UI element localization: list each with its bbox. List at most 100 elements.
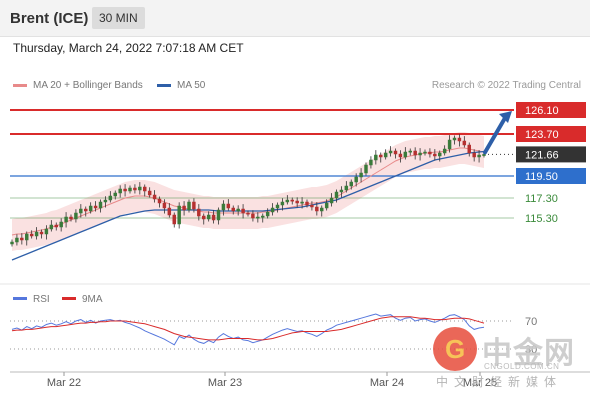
candle-body	[285, 199, 290, 203]
candle-body	[123, 188, 127, 192]
chart-datetime: Thursday, March 24, 2022 7:07:18 AM CET	[13, 41, 244, 55]
candle-body	[320, 207, 324, 212]
level-tag-bg-123.70	[516, 126, 586, 142]
forecast-arrow-head	[499, 111, 512, 123]
candle-body	[270, 207, 275, 213]
candle	[206, 211, 211, 222]
instrument-title: Brent (ICE)	[10, 10, 89, 27]
candle	[39, 229, 44, 239]
candle-body	[295, 200, 299, 204]
candle-body	[398, 153, 403, 158]
candle	[403, 147, 408, 160]
timeframe-badge[interactable]: 30 MIN	[92, 7, 145, 29]
legend-ma50[interactable]: MA 50	[157, 80, 205, 91]
candle-body	[206, 214, 211, 220]
candle	[310, 201, 314, 211]
candle	[295, 197, 299, 208]
candle	[15, 234, 19, 246]
candle	[187, 199, 191, 213]
candle	[438, 150, 442, 162]
bollinger-band	[12, 132, 484, 251]
candle-body	[103, 199, 108, 203]
candle-body	[236, 208, 240, 212]
candle	[261, 213, 265, 223]
candle	[20, 233, 24, 245]
rsi-ma-line	[11, 316, 485, 341]
x-tick-label: Mar 23	[208, 377, 242, 389]
candle-body	[251, 213, 255, 219]
candle-body	[172, 214, 176, 225]
candle	[197, 204, 201, 221]
candle	[211, 210, 216, 224]
candle-body	[334, 191, 339, 199]
watermark-subtitle: 中文财经新媒体	[436, 375, 563, 389]
candle-body	[477, 154, 481, 158]
candle-body	[442, 148, 447, 154]
candle-body	[369, 159, 373, 166]
candle	[88, 202, 93, 214]
candle	[162, 199, 167, 214]
candle-body	[84, 208, 88, 212]
candle	[300, 197, 304, 209]
candle-body	[182, 205, 186, 211]
candle-body	[39, 231, 44, 235]
candle	[418, 148, 422, 161]
candle-body	[10, 241, 14, 245]
candle-body	[147, 190, 152, 196]
candle	[393, 148, 398, 159]
candle	[226, 199, 231, 211]
candle-body	[433, 153, 437, 157]
candle	[138, 182, 142, 195]
candle-body	[25, 233, 29, 241]
candle	[84, 206, 88, 217]
candle	[74, 209, 78, 223]
level-tag-115.30: 115.30	[525, 213, 558, 225]
candle	[339, 186, 344, 198]
candle-body	[20, 237, 24, 241]
watermark-url: CNGOLD.COM.CN	[484, 362, 560, 371]
candle-body	[408, 150, 412, 153]
candle-body	[79, 208, 83, 214]
candle-body	[162, 202, 167, 209]
legend-ma20[interactable]: MA 20 + Bollinger Bands	[13, 80, 143, 91]
candle-body	[364, 164, 368, 174]
candle-body	[138, 186, 142, 191]
candle	[315, 202, 319, 216]
candle	[54, 222, 58, 231]
candle	[423, 149, 427, 156]
x-tick-label: Mar 22	[47, 377, 81, 389]
candle	[108, 191, 113, 203]
candle	[44, 225, 49, 240]
candle-body	[467, 144, 471, 154]
candle-body	[300, 201, 304, 204]
candle	[79, 204, 83, 218]
candle	[428, 148, 432, 158]
candle-body	[49, 224, 54, 230]
candle-body	[290, 199, 294, 202]
candle	[467, 142, 471, 157]
x-tick-label: Mar 24	[370, 377, 404, 389]
candle	[275, 202, 280, 213]
candle	[29, 230, 34, 239]
candle-body	[152, 194, 157, 200]
candle	[413, 147, 417, 160]
candle	[379, 152, 383, 163]
candle-body	[482, 154, 486, 156]
level-tag-bg-121.66	[516, 146, 586, 163]
candle	[202, 213, 206, 225]
candle-body	[413, 150, 417, 156]
candle-body	[44, 228, 49, 235]
level-tag-119.50: 119.50	[525, 171, 558, 183]
candle	[334, 189, 339, 203]
candle-body	[403, 151, 408, 158]
candle	[10, 239, 14, 247]
candle-body	[339, 189, 344, 193]
candle-body	[98, 201, 103, 209]
candle	[221, 200, 226, 216]
candle	[290, 197, 294, 205]
candle-body	[88, 205, 93, 212]
candle	[442, 145, 447, 156]
candle-body	[305, 201, 309, 206]
candle	[143, 184, 147, 197]
